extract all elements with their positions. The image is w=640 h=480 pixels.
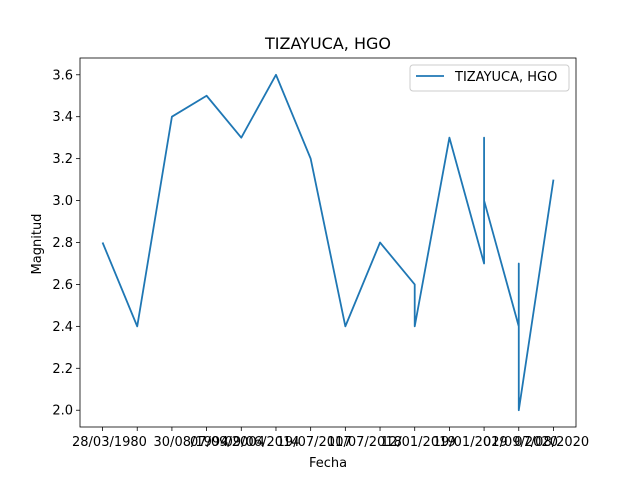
y-tick-label: 2.0	[52, 404, 73, 419]
plot-area: 2.0 2.2 2.4 2.6 2.8 3.0 3.2 3.4 3.6 28/03/1980 30/…	[52, 57, 589, 450]
legend-box	[409, 64, 570, 92]
y-tick-label: 3.0	[52, 194, 73, 209]
x-tick-label: 09/06/2014	[225, 435, 300, 450]
x-tick-label: 07/09/2004	[190, 435, 265, 450]
chart-title: TIZAYUCA, HGO	[264, 34, 391, 53]
y-tick-label: 2.4	[52, 320, 73, 335]
x-tick-label: 10/07/2018	[327, 435, 402, 450]
y-tick-label: 2.2	[52, 362, 73, 377]
y-tick-label: 2.6	[52, 278, 73, 293]
axes-frame	[79, 57, 577, 428]
legend: TIZAYUCA, HGO	[409, 64, 570, 92]
x-tick-label: 28/03/1980	[72, 435, 147, 450]
y-tick-label: 2.8	[52, 236, 73, 251]
x-axis-label: Fecha	[309, 456, 347, 471]
y-axis-label: Magnitud	[30, 214, 45, 275]
x-tick-label: 19/07/2017	[277, 435, 352, 450]
x-tick-label: 07/08/2020	[514, 435, 589, 450]
y-tick-label: 3.2	[52, 152, 73, 167]
x-tick-label: 02/09/2020	[483, 435, 558, 450]
x-tick-label: 30/08/1994	[154, 435, 229, 450]
y-tick-label: 3.6	[52, 68, 73, 83]
legend-entry: TIZAYUCA, HGO	[454, 70, 557, 85]
x-tick-label: 12/01/2019	[381, 435, 456, 450]
x-tick-label: 19/01/2019	[433, 435, 508, 450]
y-tick-label: 3.4	[52, 110, 73, 125]
